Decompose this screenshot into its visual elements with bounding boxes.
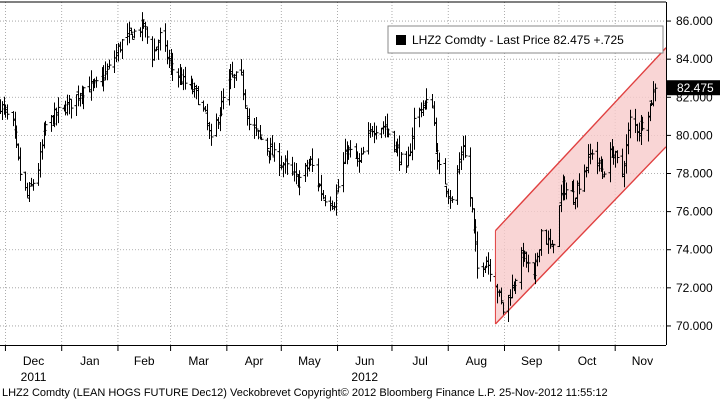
x-month-label: Nov	[632, 354, 653, 368]
svg-text:LHZ2 Comdty - La: LHZ2 Comdty - Last Price 82.475 +.725	[412, 33, 624, 47]
legend-value: 82.475	[553, 33, 590, 47]
trend-channel-upper-line	[494, 47, 667, 232]
x-month-label: Apr	[245, 354, 264, 368]
x-year-label: 2011	[21, 370, 47, 384]
x-month-label: Jan	[80, 354, 99, 368]
x-month-label: Mar	[188, 354, 209, 368]
y-tick-label: 80.000	[676, 128, 713, 142]
y-tick-label: 86.000	[676, 14, 713, 28]
price-bars	[0, 12, 658, 323]
x-month-label: Oct	[578, 354, 597, 368]
trend-channel-lower-line	[494, 146, 667, 325]
x-month-label: Jul	[412, 354, 427, 368]
y-tick-label: 74.000	[676, 243, 713, 257]
legend-symbol: LHZ2 Comdty	[412, 33, 486, 47]
legend-box: LHZ2 Comdty - Last Price 82.475 +.725	[387, 25, 664, 54]
y-tick-label: 76.000	[676, 205, 713, 219]
y-tick-label: 78.000	[676, 167, 713, 181]
x-month-label: Dec	[23, 354, 44, 368]
trend-channel-fill	[495, 47, 666, 325]
x-month-label: May	[298, 354, 321, 368]
x-month-label: Jun	[355, 354, 374, 368]
x-axis: Dec Jan Feb Mar Apr May Jun Jul Aug Sep Oct Nov 2011…	[4, 345, 653, 384]
x-year-label: 2012	[351, 370, 378, 384]
y-axis: 70.00072.00074.00076.00078.00080.00082.0…	[666, 14, 713, 333]
y-tick-label: 70.000	[676, 319, 713, 333]
x-month-label: Sep	[521, 354, 543, 368]
legend-change: +.725	[593, 33, 624, 47]
y-tick-label: 84.000	[676, 52, 713, 66]
last-price-tag: 82.475	[667, 80, 720, 96]
chart-footer: LHZ2 Comdty (LEAN HOGS FUTURE Dec12) Vec…	[2, 387, 608, 399]
x-month-label: Feb	[134, 354, 155, 368]
last-price-label: 82.475	[677, 81, 714, 95]
y-tick-label: 72.000	[676, 281, 713, 295]
legend-label: Last Price	[497, 33, 551, 47]
x-month-label: Aug	[466, 354, 487, 368]
